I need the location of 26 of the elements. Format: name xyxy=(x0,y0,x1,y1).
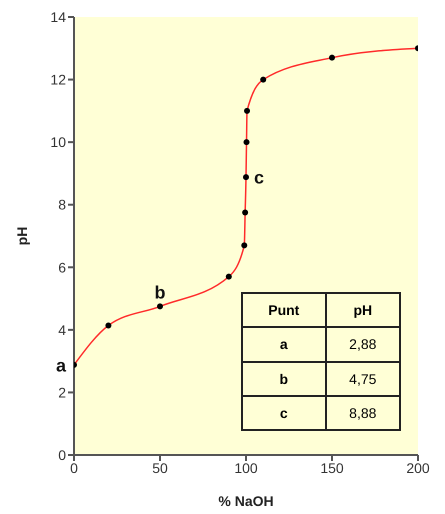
annotation: a xyxy=(56,355,67,376)
y-axis-title: pH xyxy=(14,226,30,246)
y-tick-label: 0 xyxy=(58,446,66,463)
x-tick-label: 50 xyxy=(152,460,168,476)
x-tick-label: 150 xyxy=(320,460,344,476)
y-tick-label: 8 xyxy=(58,196,66,213)
y-tick-label: 4 xyxy=(58,322,66,338)
annotation: a xyxy=(242,327,326,362)
y-tick-label: 14 xyxy=(50,8,66,25)
y-tick-label: 2 xyxy=(58,384,66,400)
annotation: c xyxy=(242,396,326,430)
annotation: 4,75 xyxy=(326,362,400,396)
y-tick-label: 10 xyxy=(50,134,66,150)
x-axis-title: % NaOH xyxy=(218,493,274,509)
annotation: b xyxy=(242,362,326,396)
annotation: c xyxy=(254,168,264,188)
x-tick-label: 200 xyxy=(406,460,430,476)
x-tick-label: 100 xyxy=(234,460,258,476)
y-tick-label: 6 xyxy=(58,259,66,276)
x-tick-label: 0 xyxy=(70,460,78,476)
annotation: Punt xyxy=(242,293,326,328)
annotation: 8,88 xyxy=(326,396,400,430)
annotation: 2,88 xyxy=(326,327,400,362)
y-tick-label: 12 xyxy=(50,72,66,88)
annotation: b xyxy=(154,282,166,302)
annotation: pH xyxy=(326,293,400,328)
